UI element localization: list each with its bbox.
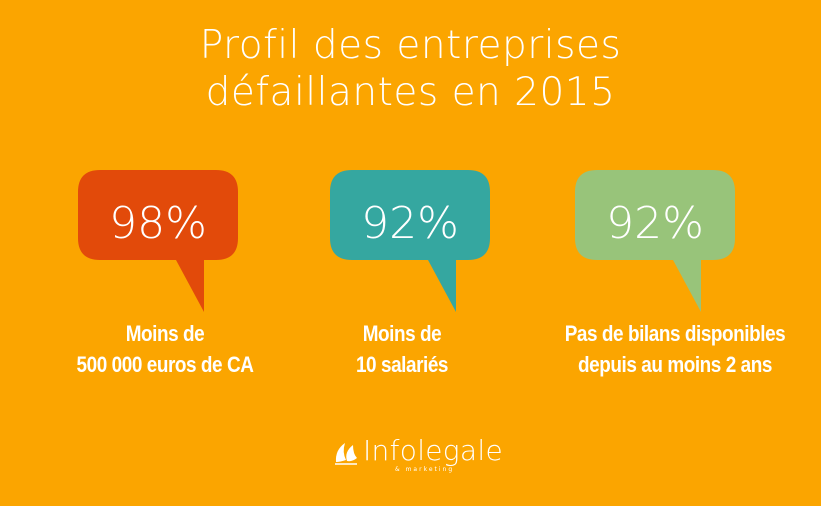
- stat-value-3: 92%: [606, 198, 704, 249]
- stat-caption-3: Pas de bilans disponibles depuis au moin…: [550, 318, 799, 380]
- stat-caption-2-line-2: 10 salariés: [355, 352, 449, 377]
- stat-caption-2: Moins de 10 salariés: [316, 318, 488, 380]
- stat-value-1: 98%: [109, 198, 207, 249]
- stat-bubble-1: 98%: [78, 170, 253, 315]
- brand-name: Infolegale: [363, 434, 503, 467]
- stat-value-2: 92%: [361, 198, 459, 249]
- speech-bubble-icon: [575, 170, 735, 312]
- brand-tagline: & marketing: [395, 466, 455, 473]
- stat-caption-1: Moins de 500 000 euros de CA: [58, 318, 273, 380]
- stat-bubble-3: 92%: [575, 170, 750, 315]
- title-line-1: Profil des entreprises: [199, 23, 622, 68]
- stat-caption-3-line-2: depuis au moins 2 ans: [578, 352, 772, 377]
- page-title: Profil des entreprises défaillantes en 2…: [0, 22, 821, 116]
- stat-caption-3-line-1: Pas de bilans disponibles: [564, 321, 786, 346]
- stat-caption-2-line-1: Moins de: [362, 321, 442, 346]
- speech-bubble-icon: [78, 170, 238, 312]
- speech-bubble-icon: [330, 170, 490, 312]
- stat-caption-1-line-2: 500 000 euros de CA: [76, 352, 254, 377]
- leaf-logo-icon: [335, 443, 357, 465]
- stat-bubble-2: 92%: [330, 170, 505, 315]
- title-line-2: défaillantes en 2015: [205, 70, 616, 115]
- brand-logo: Infolegale & marketing: [333, 432, 503, 476]
- stat-caption-1-line-1: Moins de: [125, 321, 205, 346]
